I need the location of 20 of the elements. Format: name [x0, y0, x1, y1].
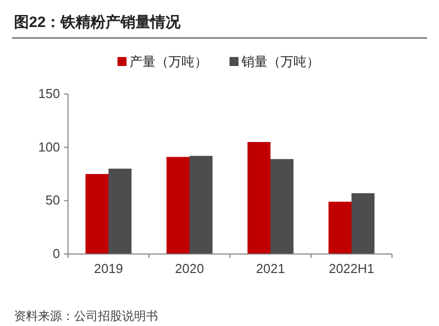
- bar: [352, 193, 374, 254]
- bar: [86, 174, 108, 254]
- bar: [328, 202, 352, 254]
- bar: [166, 156, 190, 254]
- bar: [190, 156, 212, 254]
- y-tick-label: 50: [46, 192, 60, 208]
- y-tick-label: 150: [38, 86, 60, 101]
- y-tick-label: 0: [52, 246, 60, 261]
- x-tick-label: 2021: [256, 261, 285, 276]
- bar: [248, 142, 270, 254]
- legend-label: 产量（万吨）: [130, 54, 208, 69]
- bar: [270, 159, 294, 254]
- x-tick-label: 2020: [175, 261, 204, 276]
- text: 资料来源：公司招股说明书: [14, 309, 158, 323]
- x-tick-label: 2022H1: [328, 261, 374, 276]
- bar: [108, 168, 132, 254]
- legend-label: 销量（万吨）: [240, 54, 320, 69]
- chart-title: 图22：铁精粉产销量情况: [14, 14, 182, 31]
- x-tick-label: 2019: [94, 261, 123, 276]
- y-tick-label: 100: [38, 139, 60, 154]
